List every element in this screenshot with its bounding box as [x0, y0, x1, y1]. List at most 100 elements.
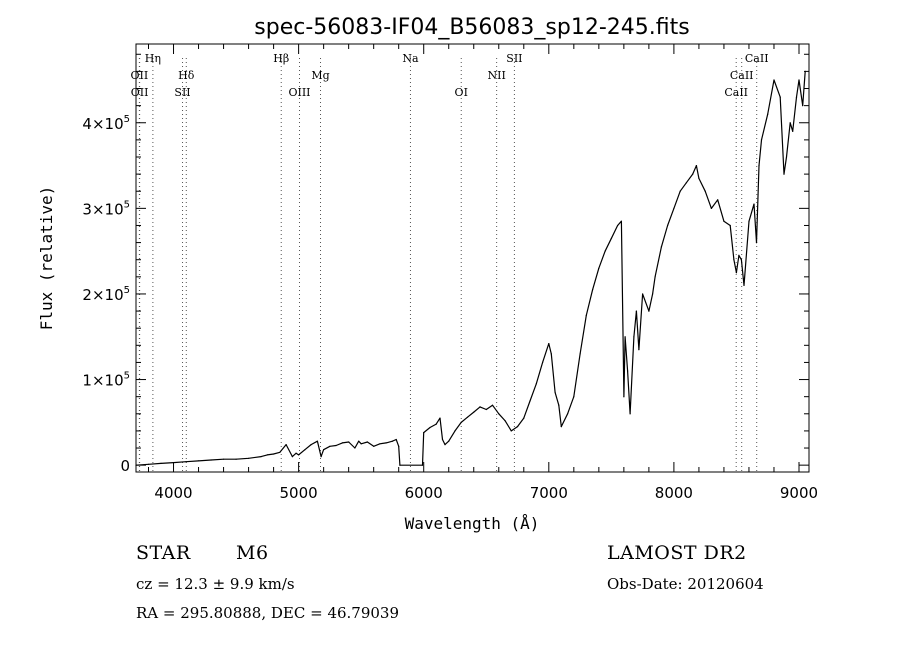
- line-marker-label: Na: [402, 52, 419, 65]
- spectrum-point: [441, 438, 444, 441]
- line-marker-label: Mg: [311, 69, 329, 82]
- spectrum-point: [379, 443, 381, 445]
- spectrum-point: [743, 284, 745, 286]
- spectrum-point: [273, 453, 275, 455]
- spectrum-point: [635, 310, 638, 312]
- spectrum-point: [598, 267, 600, 269]
- line-marker-label: SII: [174, 86, 190, 99]
- spectrum-point: [366, 441, 368, 443]
- spectrum-point: [197, 460, 200, 462]
- y-tick-label: 1×105: [82, 371, 130, 390]
- spectrum-point: [529, 400, 531, 402]
- spectrum-point: [354, 447, 356, 449]
- spectrum-point: [285, 444, 287, 446]
- line-marker-label: CaII: [724, 86, 748, 99]
- spectrum-point: [479, 406, 481, 408]
- x-axis-label: Wavelength (Å): [405, 514, 540, 533]
- spectrum-point: [610, 237, 613, 239]
- spectrum-point: [783, 173, 785, 175]
- line-marker-label: Hδ: [178, 69, 195, 82]
- spectrum-point: [627, 370, 629, 372]
- spectrum-point: [758, 165, 760, 167]
- spectrum-point: [548, 343, 550, 345]
- spectrum-point: [320, 456, 322, 458]
- spectrum-point: [654, 276, 656, 278]
- redshift-velocity: cz = 12.3 ± 9.9 km/s: [136, 575, 295, 593]
- spectrum-point: [804, 70, 806, 72]
- line-marker-label: Hη: [145, 52, 161, 65]
- plot-frame: [135, 43, 810, 473]
- chart-title: spec-56083-IF04_B56083_sp12-245.fits: [254, 15, 689, 40]
- spectrum-point: [235, 458, 237, 460]
- spectrum-point: [398, 445, 400, 447]
- spectrum-point: [466, 416, 469, 418]
- spectrum-point: [341, 442, 343, 444]
- spectrum-point: [753, 203, 755, 205]
- spectrum-point: [802, 105, 804, 107]
- spectrum-point: [798, 79, 800, 81]
- spectrum-point: [789, 122, 791, 124]
- spectrum-point: [429, 426, 431, 429]
- spectrum-point: [740, 259, 743, 261]
- spectrum-point: [773, 79, 775, 81]
- line-marker-label: CaII: [745, 52, 769, 65]
- x-tick-label: 4000: [154, 484, 192, 502]
- spectrum-point: [585, 314, 587, 316]
- spectrum-point: [755, 242, 758, 244]
- spectrum-point: [223, 458, 225, 460]
- spectrum-point: [623, 396, 625, 398]
- spectrum-point: [660, 246, 663, 248]
- spectrum-point: [554, 391, 556, 393]
- observation-date: Obs-Date: 20120604: [607, 575, 764, 593]
- spectrum-point: [558, 404, 560, 406]
- spectrum-point: [510, 430, 512, 432]
- spectrum-point: [454, 430, 456, 432]
- spectrum-point: [767, 113, 769, 115]
- spectrum-point: [295, 452, 297, 454]
- spectrum-point: [435, 423, 437, 425]
- spectrum-point: [523, 417, 525, 419]
- spectrum-point: [160, 462, 162, 464]
- spectrum-point: [642, 293, 644, 295]
- spectrum-point: [498, 413, 500, 415]
- survey-name: LAMOST DR2: [607, 542, 747, 564]
- x-tick-label: 8000: [655, 484, 693, 502]
- spectrum-point: [266, 454, 268, 456]
- spectrum-point: [210, 459, 212, 461]
- spectrum-point: [421, 464, 424, 466]
- line-marker-label: OI: [455, 86, 468, 99]
- spectrum-point: [652, 293, 654, 295]
- coordinates: RA = 295.80888, DEC = 46.79039: [136, 604, 400, 622]
- spectrum-point: [692, 173, 694, 175]
- spectrum-point: [679, 190, 681, 192]
- spectrum-point: [617, 224, 619, 227]
- axis-ticks: 4000 5000 6000 7000 8000 9000 0 1×105 2×105 3×105…: [82, 44, 818, 502]
- x-tick-label: 7000: [530, 484, 568, 502]
- line-marker-label: NII: [487, 69, 505, 82]
- spectrum-point: [667, 224, 669, 227]
- spectrum-point: [358, 440, 360, 442]
- spectrum-point: [550, 353, 552, 355]
- spectrum-point: [760, 139, 763, 141]
- line-marker-label: SII: [506, 52, 522, 65]
- spectrum-point: [444, 444, 446, 446]
- object-class: STAR: [136, 542, 191, 564]
- line-marker-label: CaII: [730, 69, 754, 82]
- spectrum-point: [638, 349, 640, 351]
- spectrum-point: [373, 445, 375, 447]
- spectrum-point: [695, 165, 698, 167]
- spectrum-point: [710, 207, 713, 209]
- line-marker-label: OII: [131, 86, 149, 99]
- series-layer: [135, 70, 806, 466]
- spectrum-point: [323, 449, 325, 451]
- spectrum-point: [260, 456, 262, 458]
- y-tick-label: 3×105: [82, 199, 130, 218]
- spectrum-point: [516, 426, 519, 428]
- spectrum-point: [248, 457, 250, 459]
- line-marker-label: Hβ: [273, 52, 289, 65]
- spectrum-point: [604, 250, 606, 252]
- line-marker-label: OII: [131, 69, 149, 82]
- spectrum-point: [291, 456, 293, 458]
